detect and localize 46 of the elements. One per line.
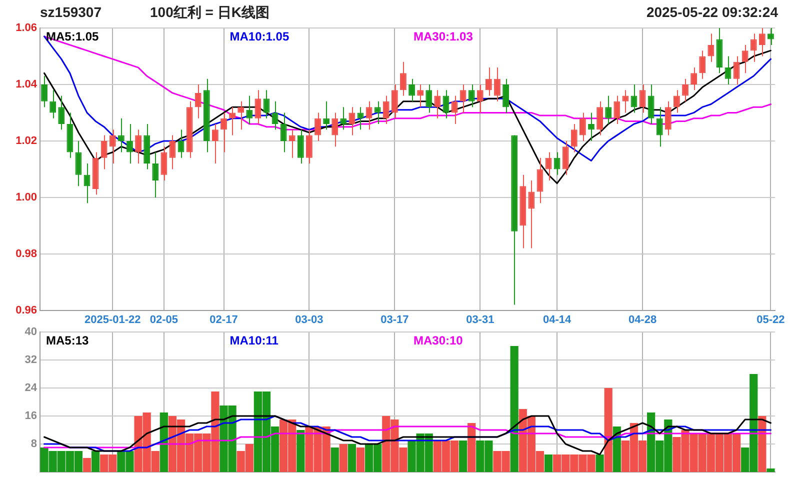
bar	[596, 454, 604, 472]
bar	[348, 444, 356, 472]
text: MA5:13	[46, 333, 90, 348]
text: MA30:1.03	[414, 29, 474, 44]
bar	[356, 448, 365, 472]
y-tick-label: 1.06	[16, 22, 37, 34]
bar	[468, 423, 476, 472]
bar	[766, 468, 775, 472]
bar	[612, 426, 621, 472]
x-tick-label: 2025-01-22	[84, 314, 141, 326]
text: MA5:1.05	[46, 29, 100, 44]
x-tick-label: 03-17	[380, 314, 409, 326]
x-tick-label: 03-31	[466, 314, 494, 326]
x-tick-label: 05-22	[756, 314, 785, 326]
bar	[339, 444, 348, 472]
x-tick-label: 02-17	[210, 314, 238, 326]
y-tick-label: 1.04	[16, 78, 38, 91]
bar	[82, 458, 92, 472]
y-tick-label: 0.98	[16, 248, 37, 260]
y-tick-label: 16	[24, 410, 37, 422]
chart-subtitle: sz159307	[40, 4, 102, 20]
y-tick-label: 32	[24, 354, 37, 366]
x-tick-label: 04-14	[542, 314, 572, 326]
bar	[330, 448, 339, 472]
text: 2025-05-22 09:32:24	[646, 4, 778, 20]
text: MA30:10	[414, 333, 464, 348]
bar	[91, 451, 100, 472]
y-tick-label: 1.00	[16, 191, 37, 204]
y-tick-label: 24	[24, 382, 38, 394]
y-tick-label: 40	[24, 326, 37, 338]
x-tick-label: 04-28	[628, 314, 657, 326]
bar	[160, 412, 168, 472]
text: MA10:1.05	[230, 29, 290, 44]
bar	[458, 440, 468, 472]
x-tick-label: 03-03	[295, 314, 324, 326]
y-tick-label: 0.96	[16, 304, 37, 316]
bar	[604, 388, 612, 472]
y-tick-label: 1.02	[16, 134, 37, 147]
y-tick-label: 8	[30, 438, 37, 450]
x-tick-label: 02-05	[150, 314, 178, 326]
bar	[296, 430, 305, 472]
bar	[510, 346, 518, 472]
bar	[758, 416, 766, 472]
chart-title: 100红利 = 日K线图	[150, 4, 270, 22]
text: MA10:11	[230, 333, 279, 348]
bar	[544, 454, 553, 472]
